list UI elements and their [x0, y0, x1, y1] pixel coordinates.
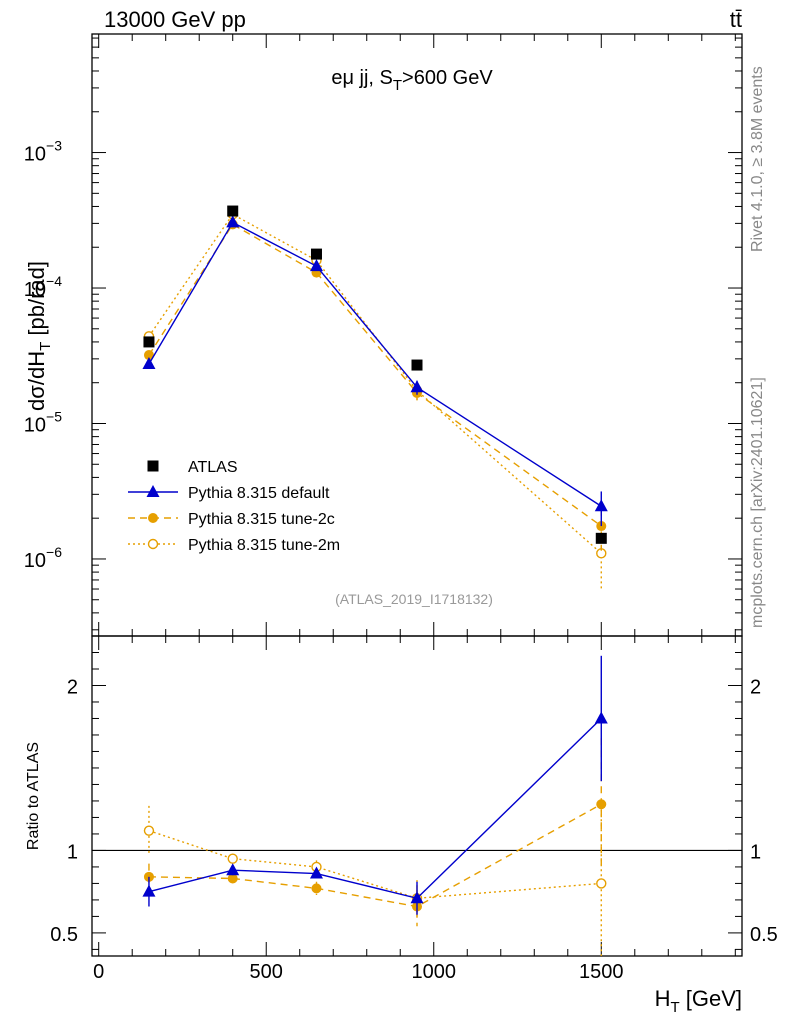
ratio-tick-label: 0.5	[50, 924, 78, 946]
data-point	[143, 350, 154, 361]
ratio-point	[309, 866, 323, 879]
series-line	[148, 223, 602, 527]
series-pythia-8-315-tune-2m	[143, 209, 607, 956]
y-axis-label: dσ/dHT [pb/rad]	[24, 261, 54, 411]
ratio-point	[594, 711, 608, 724]
y-tick-label: 10−6	[24, 544, 62, 572]
series-atlas	[143, 205, 607, 544]
ratio-point	[227, 853, 238, 864]
ratio-tick-label-right: 2	[750, 676, 761, 698]
ratio-point	[596, 878, 607, 889]
legend-label: ATLAS	[188, 459, 238, 476]
legend-label: Pythia 8.315 tune-2m	[188, 537, 340, 554]
ratio-plot-frame	[91, 635, 743, 957]
ratio-tick-label-right: 1	[750, 841, 761, 863]
header-collision-label: 13000 GeV pp	[104, 7, 246, 32]
data-point	[143, 336, 155, 348]
axes-group: 10−6 10−5 10−4 10−3 0 500 1000 1500 0.5 0.5 1 1 2 2	[24, 34, 778, 983]
x-axis-label: HT [GeV]	[655, 986, 742, 1016]
y-tick-label: 10−3	[24, 138, 62, 166]
x-tick-label: 1500	[579, 961, 624, 983]
legend-marker	[146, 485, 160, 497]
y-tick-label: 10−4	[24, 273, 62, 301]
data-point	[227, 205, 239, 217]
series-pythia-8-315-tune-2c	[143, 219, 607, 927]
series-pythia-8-315-default	[142, 215, 608, 915]
ratio-point	[311, 883, 322, 894]
series-group	[142, 205, 608, 956]
ratio-tick-label: 2	[67, 676, 78, 698]
ratio-point	[596, 799, 607, 810]
ratio-tick-label: 1	[67, 841, 78, 863]
legend-marker	[147, 460, 159, 472]
data-point	[226, 215, 240, 228]
x-tick-label: 500	[250, 961, 283, 983]
legend-marker	[147, 538, 159, 550]
ratio-point	[143, 825, 155, 836]
legend-label: Pythia 8.315 default	[188, 485, 330, 502]
ratio-point	[410, 891, 424, 904]
data-point	[142, 356, 156, 369]
plot-title: eμ jj, ST>600 GeV	[331, 67, 493, 94]
series-line	[148, 213, 602, 554]
x-tick-label: 0	[93, 961, 104, 983]
ratio-point	[142, 884, 156, 897]
data-point	[411, 359, 423, 371]
header-process-label: tt̄	[730, 7, 742, 32]
data-point	[310, 248, 322, 260]
y-tick-label: 10−5	[24, 408, 62, 436]
ratio-y-axis-label: Ratio to ATLAS	[25, 742, 42, 850]
ratio-point	[227, 873, 238, 884]
legend: ATLAS Pythia 8.315 default Pythia 8.315 tu…	[128, 459, 340, 554]
data-point	[594, 499, 608, 512]
ratio-line	[148, 803, 602, 908]
legend-label: Pythia 8.315 tune-2c	[188, 511, 335, 528]
legend-marker	[148, 513, 158, 523]
analysis-tag: (ATLAS_2019_I1718132)	[335, 591, 493, 607]
mcplots-reference-label: mcplots.cern.ch [arXiv:2401.10621]	[749, 377, 766, 628]
ratio-tick-label-right: 0.5	[750, 924, 778, 946]
ratio-line	[148, 717, 602, 900]
data-point	[309, 259, 323, 272]
ratio-point	[226, 863, 240, 876]
data-point	[595, 532, 607, 544]
x-tick-label: 1000	[412, 961, 457, 983]
rivet-version-label: Rivet 4.1.0, ≥ 3.8M events	[749, 66, 766, 252]
data-point	[410, 380, 424, 393]
